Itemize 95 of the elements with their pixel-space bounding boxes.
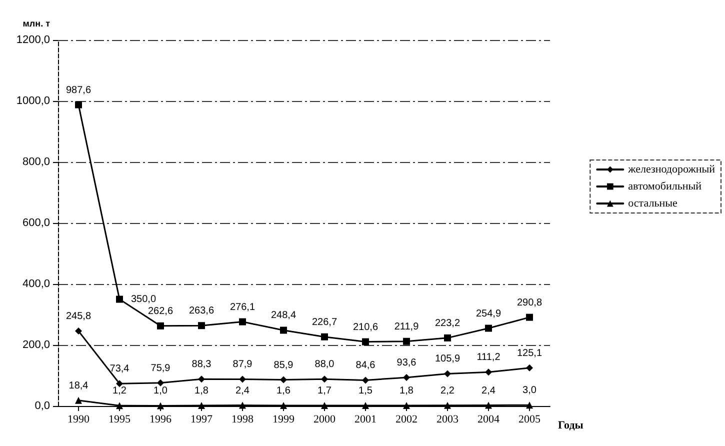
point	[75, 396, 82, 404]
point	[526, 364, 533, 372]
x-tick-label: 2001	[354, 414, 376, 426]
data-label: 1,7	[318, 385, 332, 396]
point	[75, 101, 82, 108]
data-label: 987,6	[66, 84, 92, 96]
point	[157, 322, 164, 330]
x-tick-label: 1996	[150, 414, 172, 426]
x-tick-label: 1995	[108, 414, 131, 426]
y-tick-label: 0,0	[34, 400, 50, 412]
y-tick-label: 1200,0	[16, 34, 50, 46]
data-label: 1,6	[276, 386, 291, 397]
data-label: 2,2	[440, 385, 455, 396]
data-label: 1,2	[112, 386, 127, 397]
x-tick-label: 2000	[314, 414, 336, 426]
data-label: 1,8	[400, 385, 414, 396]
data-label: 84,6	[356, 360, 376, 372]
x-tick-label: 1997	[190, 414, 213, 426]
data-label: 93,6	[396, 357, 417, 368]
point	[116, 296, 123, 303]
point	[485, 402, 492, 409]
y-axis-title: млн. т	[22, 18, 51, 28]
data-label: 276,1	[230, 302, 256, 313]
data-label: 262,6	[148, 306, 174, 317]
point	[362, 338, 369, 346]
y-tick-label: 200,0	[22, 339, 50, 351]
data-label: 1,8	[194, 385, 209, 396]
point	[198, 322, 205, 330]
y-tick-label: 800,0	[22, 156, 50, 168]
point	[403, 402, 410, 409]
point	[280, 326, 287, 334]
data-label: 105,9	[434, 354, 460, 365]
legend-label: автомобильный	[628, 180, 702, 192]
data-label: 88,3	[192, 359, 212, 370]
point	[362, 402, 369, 410]
point	[321, 402, 328, 409]
y-tick-label: 1000,0	[16, 95, 50, 107]
data-label: 254,9	[476, 308, 502, 320]
data-label: 2,4	[482, 385, 496, 396]
data-label: 350,0	[131, 294, 156, 305]
y-tick-label: 600,0	[22, 217, 50, 229]
data-label: 226,7	[312, 316, 338, 328]
y-tick-label: 400,0	[22, 278, 50, 290]
data-label: 263,6	[188, 306, 214, 317]
point	[239, 376, 246, 383]
point	[239, 402, 246, 409]
x-tick-label: 2005	[518, 414, 541, 426]
point	[485, 368, 492, 376]
legend-label: остальные	[628, 198, 678, 210]
x-tick-label: 1998	[232, 414, 254, 426]
data-label: 1,5	[358, 386, 373, 397]
x-tick-label: 1999	[272, 414, 295, 426]
legend-label: железнодорожный	[627, 164, 716, 176]
point	[239, 318, 246, 326]
point	[403, 338, 410, 345]
data-label: 210,6	[352, 322, 378, 333]
point	[116, 402, 123, 410]
point	[526, 314, 533, 321]
x-tick-label: 2003	[436, 414, 459, 426]
point	[362, 376, 369, 384]
point	[198, 376, 205, 383]
data-label: 290,8	[516, 297, 542, 308]
data-label: 87,9	[232, 359, 253, 370]
point	[485, 324, 492, 332]
data-label: 125,1	[516, 348, 542, 359]
point	[444, 402, 451, 409]
point	[321, 376, 328, 383]
point	[198, 402, 205, 409]
point	[280, 402, 287, 410]
data-label: 223,2	[434, 318, 460, 329]
data-label: 73,4	[110, 364, 130, 375]
point	[444, 370, 451, 378]
x-tick-label: 2002	[396, 414, 418, 426]
point	[157, 379, 164, 386]
point	[321, 333, 328, 340]
data-label: 245,8	[66, 311, 92, 322]
data-label: 18,4	[68, 380, 89, 392]
data-label: 1,0	[154, 386, 168, 397]
data-label: 248,4	[270, 310, 296, 322]
point	[280, 376, 287, 384]
data-label: 75,9	[150, 362, 171, 374]
point	[526, 402, 533, 409]
data-label: 211,9	[394, 321, 420, 332]
data-label: 2,4	[236, 385, 250, 396]
point	[157, 402, 164, 410]
x-tick-label: 1990	[68, 414, 90, 426]
x-tick-label: 2004	[478, 414, 500, 426]
data-label: 85,9	[274, 360, 294, 371]
point	[75, 328, 82, 335]
data-label: 3,0	[522, 385, 537, 396]
data-label: 88,0	[314, 359, 335, 370]
point	[403, 374, 410, 381]
point	[444, 334, 451, 342]
data-label: 111,2	[476, 352, 501, 364]
x-axis-title: Годы	[558, 420, 584, 432]
